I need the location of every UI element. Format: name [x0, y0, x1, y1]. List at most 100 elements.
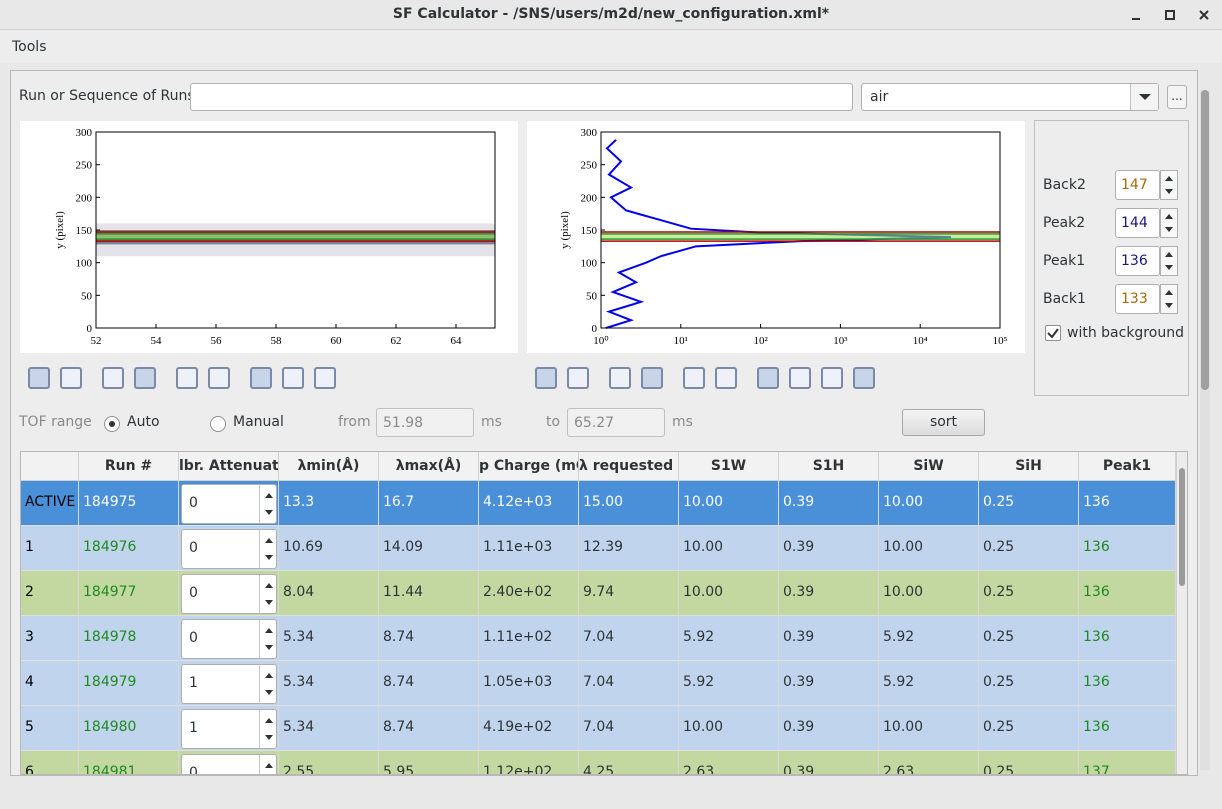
attenuator-spinbox[interactable]: 0 [181, 484, 277, 524]
table-cell[interactable]: 5.34 [279, 616, 379, 661]
header-cell[interactable]: SiW [879, 452, 979, 481]
toolbar-button[interactable] [208, 367, 230, 389]
toolbar-button[interactable] [314, 367, 336, 389]
table-cell[interactable]: 184979 [79, 661, 179, 706]
table-cell[interactable]: 136 [1079, 706, 1176, 751]
radio[interactable] [210, 416, 226, 432]
table-cell[interactable]: 5.34 [279, 661, 379, 706]
table-cell[interactable]: 10.00 [879, 526, 979, 571]
table-cell[interactable]: 10.00 [879, 481, 979, 526]
table-cell[interactable]: 0.39 [779, 706, 879, 751]
header-cell[interactable]: S1H [779, 452, 879, 481]
toolbar-button[interactable] [789, 367, 811, 389]
table-cell[interactable]: 10.00 [879, 706, 979, 751]
table-cell[interactable]: 0.25 [979, 481, 1079, 526]
table-cell[interactable]: 4 [21, 661, 79, 706]
table-cell[interactable]: 5.92 [679, 616, 779, 661]
table-cell[interactable]: 1 [21, 526, 79, 571]
toolbar-button[interactable] [60, 367, 82, 389]
scroll-thumb[interactable] [1201, 90, 1209, 390]
header-cell[interactable]: SiH [979, 452, 1079, 481]
table-cell[interactable]: 1.05e+03 [479, 661, 579, 706]
toolbar-button[interactable] [28, 367, 50, 389]
table-cell[interactable]: 11.44 [379, 571, 479, 616]
table-cell[interactable]: 0.39 [779, 526, 879, 571]
table-cell[interactable]: 184978 [79, 616, 179, 661]
spin-buttons[interactable] [1160, 170, 1178, 200]
peak-spinbox[interactable]: 133 [1115, 284, 1160, 314]
header-cell[interactable]: λmax(Å) [379, 452, 479, 481]
table-cell[interactable]: 7.04 [579, 616, 679, 661]
toolbar-button[interactable] [821, 367, 843, 389]
table-cell[interactable]: 136 [1079, 481, 1176, 526]
table-cell[interactable]: 0.25 [979, 661, 1079, 706]
spin-buttons[interactable] [1160, 208, 1178, 238]
toolbar-button[interactable] [757, 367, 779, 389]
table-cell[interactable]: 4.19e+02 [479, 706, 579, 751]
table-cell[interactable]: 137 [1079, 751, 1176, 774]
toolbar-button[interactable] [609, 367, 631, 389]
table-cell[interactable]: 136 [1079, 526, 1176, 571]
table-cell[interactable]: 0 [179, 526, 279, 571]
toolbar-button[interactable] [683, 367, 705, 389]
table-cell[interactable]: 14.09 [379, 526, 479, 571]
table-cell[interactable]: 0 [179, 481, 279, 526]
table-cell[interactable]: 16.7 [379, 481, 479, 526]
table-cell[interactable]: 10.69 [279, 526, 379, 571]
table-cell[interactable]: 0.39 [779, 481, 879, 526]
run-input[interactable] [190, 83, 853, 111]
table-cell[interactable]: 1.12e+02 [479, 751, 579, 774]
attenuator-spinbox[interactable]: 0 [181, 619, 277, 659]
toolbar-button[interactable] [250, 367, 272, 389]
header-cell[interactable]: λmin(Å) [279, 452, 379, 481]
table-cell[interactable]: 8.74 [379, 616, 479, 661]
table-cell[interactable]: 136 [1079, 661, 1176, 706]
table-cell[interactable]: 184976 [79, 526, 179, 571]
table-cell[interactable]: 10.00 [679, 706, 779, 751]
table-cell[interactable]: 0 [179, 571, 279, 616]
table-cell[interactable]: 1.11e+03 [479, 526, 579, 571]
toolbar-button[interactable] [715, 367, 737, 389]
header-cell[interactable]: p Charge (mC) [479, 452, 579, 481]
table-cell[interactable]: 10.00 [679, 481, 779, 526]
toolbar-button[interactable] [282, 367, 304, 389]
table-cell[interactable]: 2.63 [679, 751, 779, 774]
table-cell[interactable]: 0 [179, 751, 279, 774]
header-cell[interactable]: Run # [79, 452, 179, 481]
table-cell[interactable]: 0.39 [779, 751, 879, 774]
table-cell[interactable]: 5 [21, 706, 79, 751]
attenuator-spinbox[interactable]: 1 [181, 664, 277, 704]
table-cell[interactable]: 8.74 [379, 661, 479, 706]
table-cell[interactable]: 0.25 [979, 526, 1079, 571]
table-cell[interactable]: 5.34 [279, 706, 379, 751]
table-cell[interactable]: 136 [1079, 571, 1176, 616]
table-cell[interactable]: 2.63 [879, 751, 979, 774]
table-cell[interactable]: 4.12e+03 [479, 481, 579, 526]
table-cell[interactable]: 184977 [79, 571, 179, 616]
table-cell[interactable]: 0.25 [979, 571, 1079, 616]
attenuator-spinbox[interactable]: 0 [181, 529, 277, 569]
header-cell[interactable]: S1W [679, 452, 779, 481]
table-cell[interactable]: 4.25 [579, 751, 679, 774]
menu-item[interactable]: Tools [12, 39, 47, 55]
table-cell[interactable]: 0 [179, 616, 279, 661]
peak-spinbox[interactable]: 136 [1115, 246, 1160, 276]
from-input[interactable]: 51.98 [376, 408, 474, 437]
table-cell[interactable]: 10.00 [679, 526, 779, 571]
table-cell[interactable]: 2.55 [279, 751, 379, 774]
table-cell[interactable]: 7.04 [579, 661, 679, 706]
table-cell[interactable]: 0.25 [979, 751, 1079, 774]
table-cell[interactable]: 8.74 [379, 706, 479, 751]
attenuator-spinbox[interactable]: 1 [181, 709, 277, 749]
toolbar-button[interactable] [853, 367, 875, 389]
table-cell[interactable]: 1.11e+02 [479, 616, 579, 661]
table-cell[interactable]: 136 [1079, 616, 1176, 661]
table-cell[interactable]: 0.39 [779, 571, 879, 616]
toolbar-button[interactable] [641, 367, 663, 389]
table-cell[interactable]: 13.3 [279, 481, 379, 526]
header-cell[interactable]: lbr. Attenuato [179, 452, 279, 481]
table-cell[interactable]: 15.00 [579, 481, 679, 526]
table-cell[interactable]: 1 [179, 661, 279, 706]
table-cell[interactable]: 2.40e+02 [479, 571, 579, 616]
table-cell[interactable]: 184980 [79, 706, 179, 751]
